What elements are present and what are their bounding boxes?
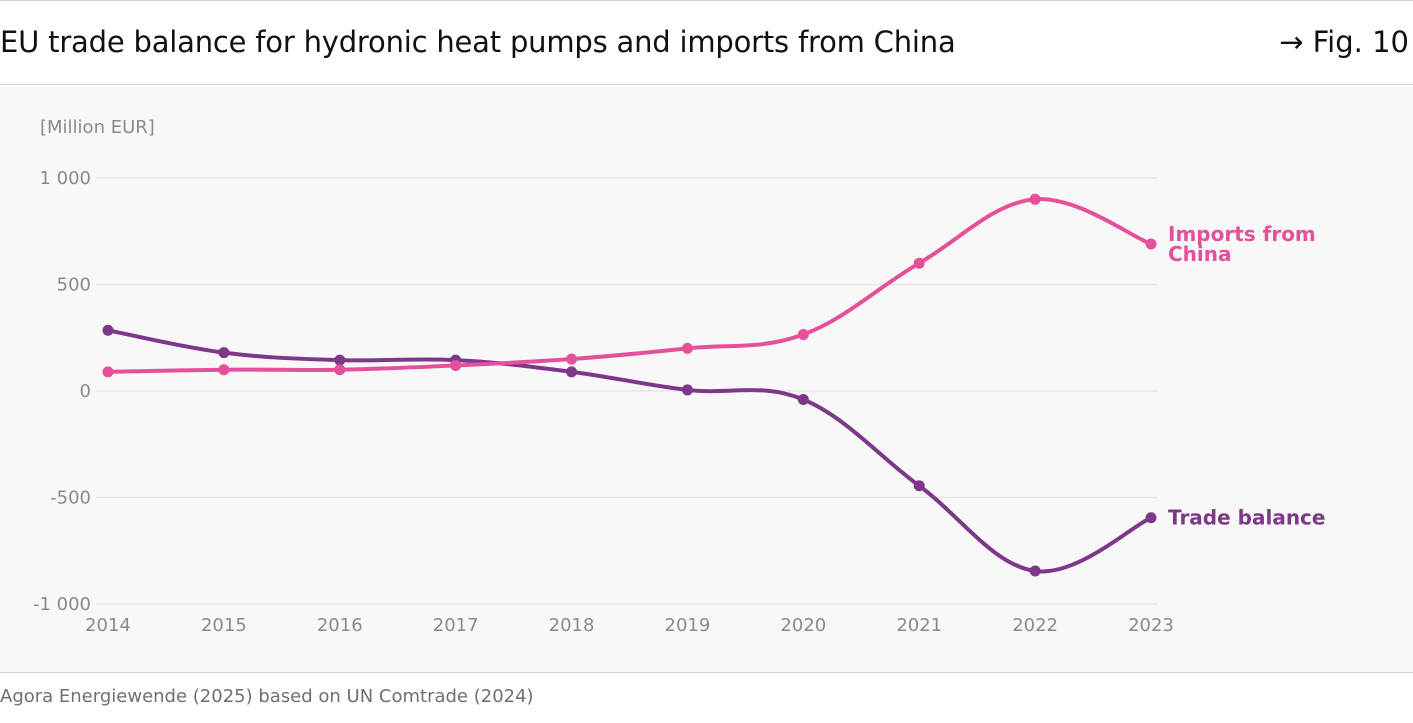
- imports-from-china-point: [566, 353, 578, 365]
- trade-balance-point: [797, 394, 809, 406]
- y-tick-label: 1 000: [39, 168, 91, 189]
- y-tick-label: 500: [57, 275, 91, 296]
- imports-from-china-label: Imports from: [1168, 222, 1316, 246]
- trade-balance-point: [913, 480, 925, 492]
- chart-panel: [0, 86, 1413, 672]
- imports-from-china-point: [334, 364, 346, 376]
- trade-balance-point: [566, 366, 578, 378]
- imports-from-china-label: China: [1168, 242, 1232, 266]
- y-axis-ticks: 1 000 500 0 -500 -1 000: [33, 168, 91, 615]
- x-tick-label: 2022: [1012, 615, 1058, 636]
- footer-rule: [0, 672, 1413, 673]
- x-tick-label: 2016: [317, 615, 363, 636]
- trade-balance-line: [106, 328, 1153, 574]
- x-tick-label: 2023: [1128, 615, 1174, 636]
- trade-balance-point: [102, 324, 114, 336]
- trade-balance-point: [681, 384, 693, 396]
- imports-from-china-point: [218, 364, 230, 376]
- y-tick-label: 0: [80, 381, 91, 402]
- imports-from-china-point: [450, 359, 462, 371]
- source-note: Agora Energiewende (2025) based on UN Co…: [0, 686, 534, 707]
- figure-header: EU trade balance for hydronic heat pumps…: [0, 1, 1413, 85]
- x-axis-ticks: 2014 2015 2016 2017 2018 2019 2020 2021 2022 2023: [85, 615, 1174, 636]
- figure-reference: → Fig. 10: [1279, 25, 1409, 59]
- imports-from-china-point: [797, 329, 809, 341]
- trade-balance-point: [1029, 565, 1041, 577]
- trade-balance-label: Trade balance: [1168, 506, 1325, 530]
- trade-balance-point: [1145, 512, 1157, 524]
- imports-from-china-point: [1145, 238, 1157, 250]
- imports-from-china-point: [1029, 193, 1041, 205]
- x-tick-label: 2015: [201, 615, 247, 636]
- trade-balance-point: [218, 347, 230, 359]
- x-tick-label: 2021: [896, 615, 942, 636]
- imports-from-china-line: [106, 197, 1153, 374]
- imports-from-china-point: [913, 257, 925, 269]
- series-points: [102, 193, 1157, 577]
- gridlines: [96, 177, 1157, 605]
- x-tick-label: 2020: [780, 615, 826, 636]
- x-tick-label: 2017: [433, 615, 479, 636]
- imports-from-china-point: [102, 366, 114, 378]
- y-axis-label: [Million EUR]: [40, 117, 155, 138]
- x-tick-label: 2018: [549, 615, 595, 636]
- imports-from-china-point: [681, 342, 693, 354]
- y-tick-label: -1 000: [33, 594, 91, 615]
- x-tick-label: 2014: [85, 615, 131, 636]
- top-rule: [0, 0, 1413, 1]
- x-tick-label: 2019: [665, 615, 711, 636]
- y-tick-label: -500: [50, 488, 91, 509]
- trade-balance-point: [334, 354, 346, 366]
- series-lines: [106, 197, 1153, 574]
- figure-title: EU trade balance for hydronic heat pumps…: [0, 25, 956, 59]
